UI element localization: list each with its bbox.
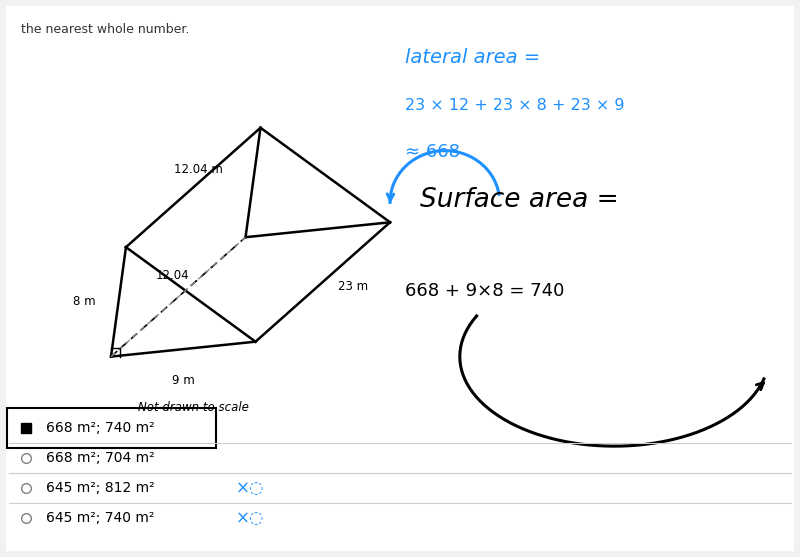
FancyBboxPatch shape xyxy=(7,408,216,448)
Text: 8 m: 8 m xyxy=(74,295,96,309)
Text: 645 m²; 812 m²: 645 m²; 812 m² xyxy=(46,481,155,495)
Text: Surface area =: Surface area = xyxy=(420,188,618,213)
Text: ×◌: ×◌ xyxy=(235,509,264,527)
Text: the nearest whole number.: the nearest whole number. xyxy=(22,23,190,36)
Text: 668 m²; 704 m²: 668 m²; 704 m² xyxy=(46,451,155,465)
Text: 23 × 12 + 23 × 8 + 23 × 9: 23 × 12 + 23 × 8 + 23 × 9 xyxy=(405,98,625,113)
Text: 12.04: 12.04 xyxy=(156,270,190,282)
Text: lateral area =: lateral area = xyxy=(405,48,540,67)
Text: 23 m: 23 m xyxy=(338,281,368,294)
Text: ×◌: ×◌ xyxy=(235,479,264,497)
FancyBboxPatch shape xyxy=(6,6,794,551)
Text: 668 m²; 740 m²: 668 m²; 740 m² xyxy=(46,421,155,435)
Text: Not drawn to scale: Not drawn to scale xyxy=(138,402,249,414)
Text: 645 m²; 740 m²: 645 m²; 740 m² xyxy=(46,511,154,525)
Text: 12.04 m: 12.04 m xyxy=(174,163,222,175)
Text: ≈ 668: ≈ 668 xyxy=(405,143,460,160)
Text: 668 + 9×8 = 740: 668 + 9×8 = 740 xyxy=(405,282,564,300)
Text: 9 m: 9 m xyxy=(172,374,194,387)
